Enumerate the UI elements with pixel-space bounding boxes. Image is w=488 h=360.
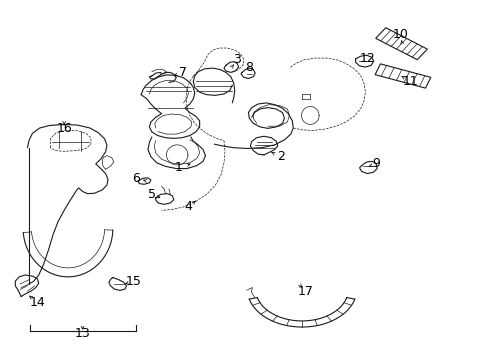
Text: 2: 2 <box>277 150 285 163</box>
Text: 16: 16 <box>56 122 72 135</box>
Text: 4: 4 <box>184 201 192 213</box>
Text: 14: 14 <box>29 296 45 309</box>
Text: 12: 12 <box>359 51 375 64</box>
Text: 8: 8 <box>245 60 253 73</box>
Text: 6: 6 <box>132 172 140 185</box>
Text: 13: 13 <box>75 327 90 340</box>
Text: 11: 11 <box>402 75 417 88</box>
Text: 1: 1 <box>174 161 182 174</box>
Text: 10: 10 <box>392 28 407 41</box>
Text: 17: 17 <box>297 285 313 298</box>
Text: 9: 9 <box>371 157 379 170</box>
Text: 7: 7 <box>178 66 186 79</box>
Text: 5: 5 <box>147 188 156 201</box>
Text: 3: 3 <box>233 53 241 66</box>
Text: 15: 15 <box>125 275 141 288</box>
